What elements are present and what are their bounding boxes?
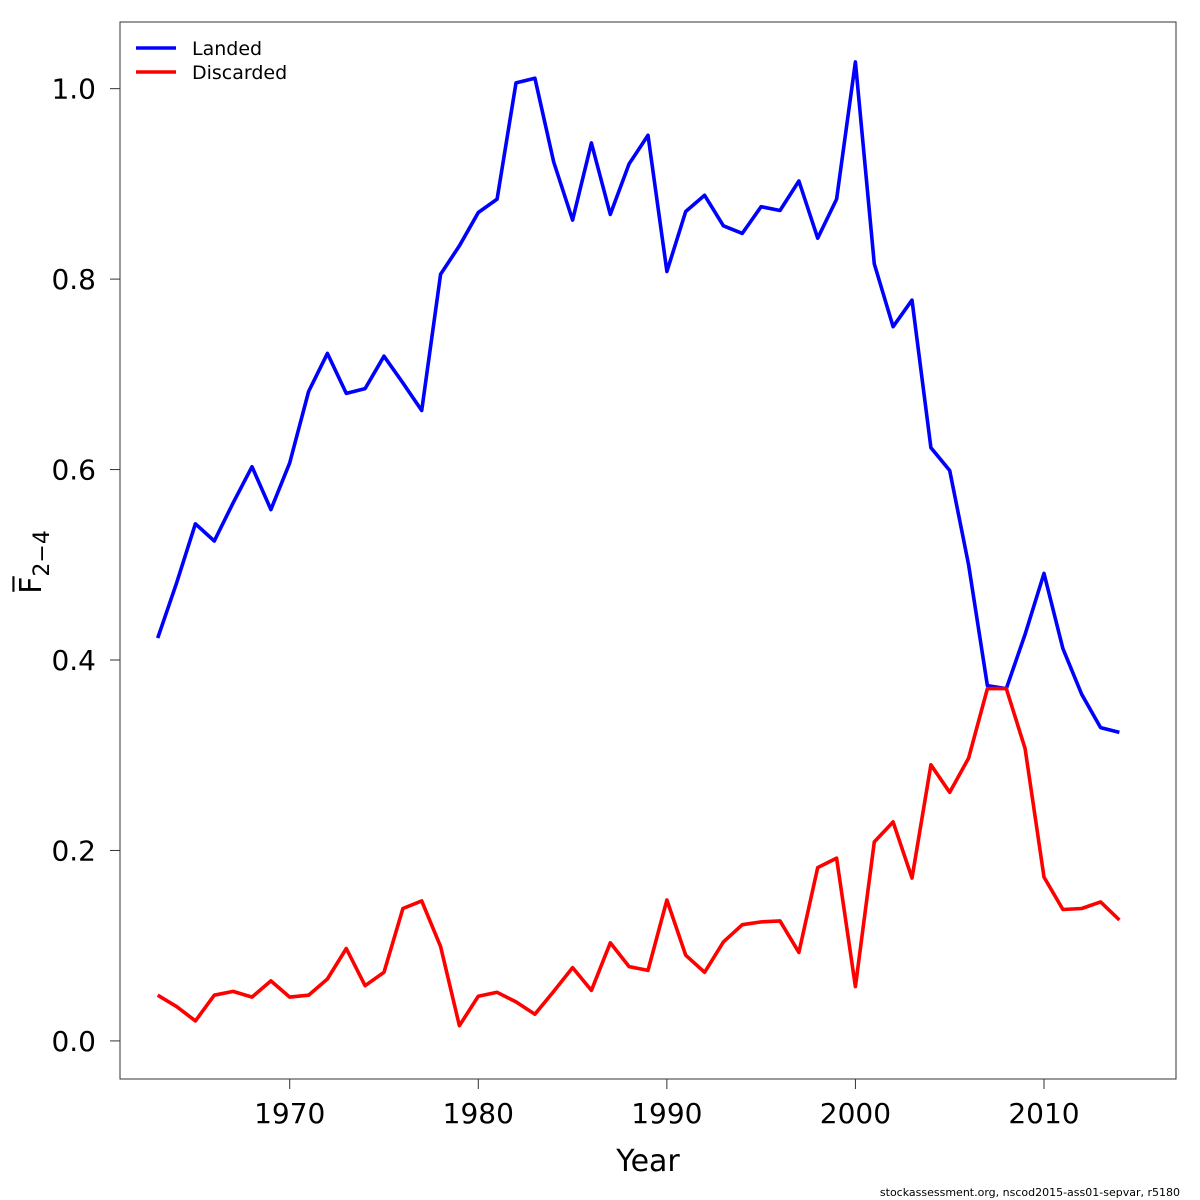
series-layer [155, 60, 1121, 1028]
x-tick-label: 1970 [254, 1097, 325, 1130]
y-tick-label: 1.0 [51, 73, 96, 106]
y-axis-title-subscript: 2−4 [30, 530, 55, 576]
legend-label-landed: Landed [192, 38, 262, 60]
x-axis: 1970 1980 1990 2000 2010 [254, 1079, 1080, 1130]
plot-frame [119, 21, 1177, 1080]
y-tick-label: 0.4 [51, 644, 96, 677]
series-line-landed [155, 60, 1120, 735]
svg-text:F̅2−4: F̅2−4 [12, 530, 55, 594]
y-tick-label: 0.0 [51, 1025, 96, 1058]
footer-credit: stockassessment.org, nscod2015-ass01-sep… [880, 1186, 1180, 1199]
x-tick-label: 1990 [631, 1097, 702, 1130]
x-tick-label: 2000 [820, 1097, 891, 1130]
y-axis-title: F̅2−4 [12, 530, 55, 594]
legend: Landed Discarded [136, 38, 287, 84]
y-axis-title-main: F̅ [12, 576, 49, 594]
y-tick-label: 0.8 [51, 263, 96, 296]
x-tick-label: 1980 [443, 1097, 514, 1130]
y-tick-label: 0.6 [51, 454, 96, 487]
x-axis-title: Year [615, 1144, 680, 1179]
x-tick-label: 2010 [1008, 1097, 1079, 1130]
y-tick-label: 0.2 [51, 834, 96, 867]
series-line-discarded [156, 686, 1121, 1028]
legend-label-discarded: Discarded [192, 62, 287, 84]
y-axis: 0.0 0.2 0.4 0.6 0.8 1.0 [51, 73, 120, 1058]
